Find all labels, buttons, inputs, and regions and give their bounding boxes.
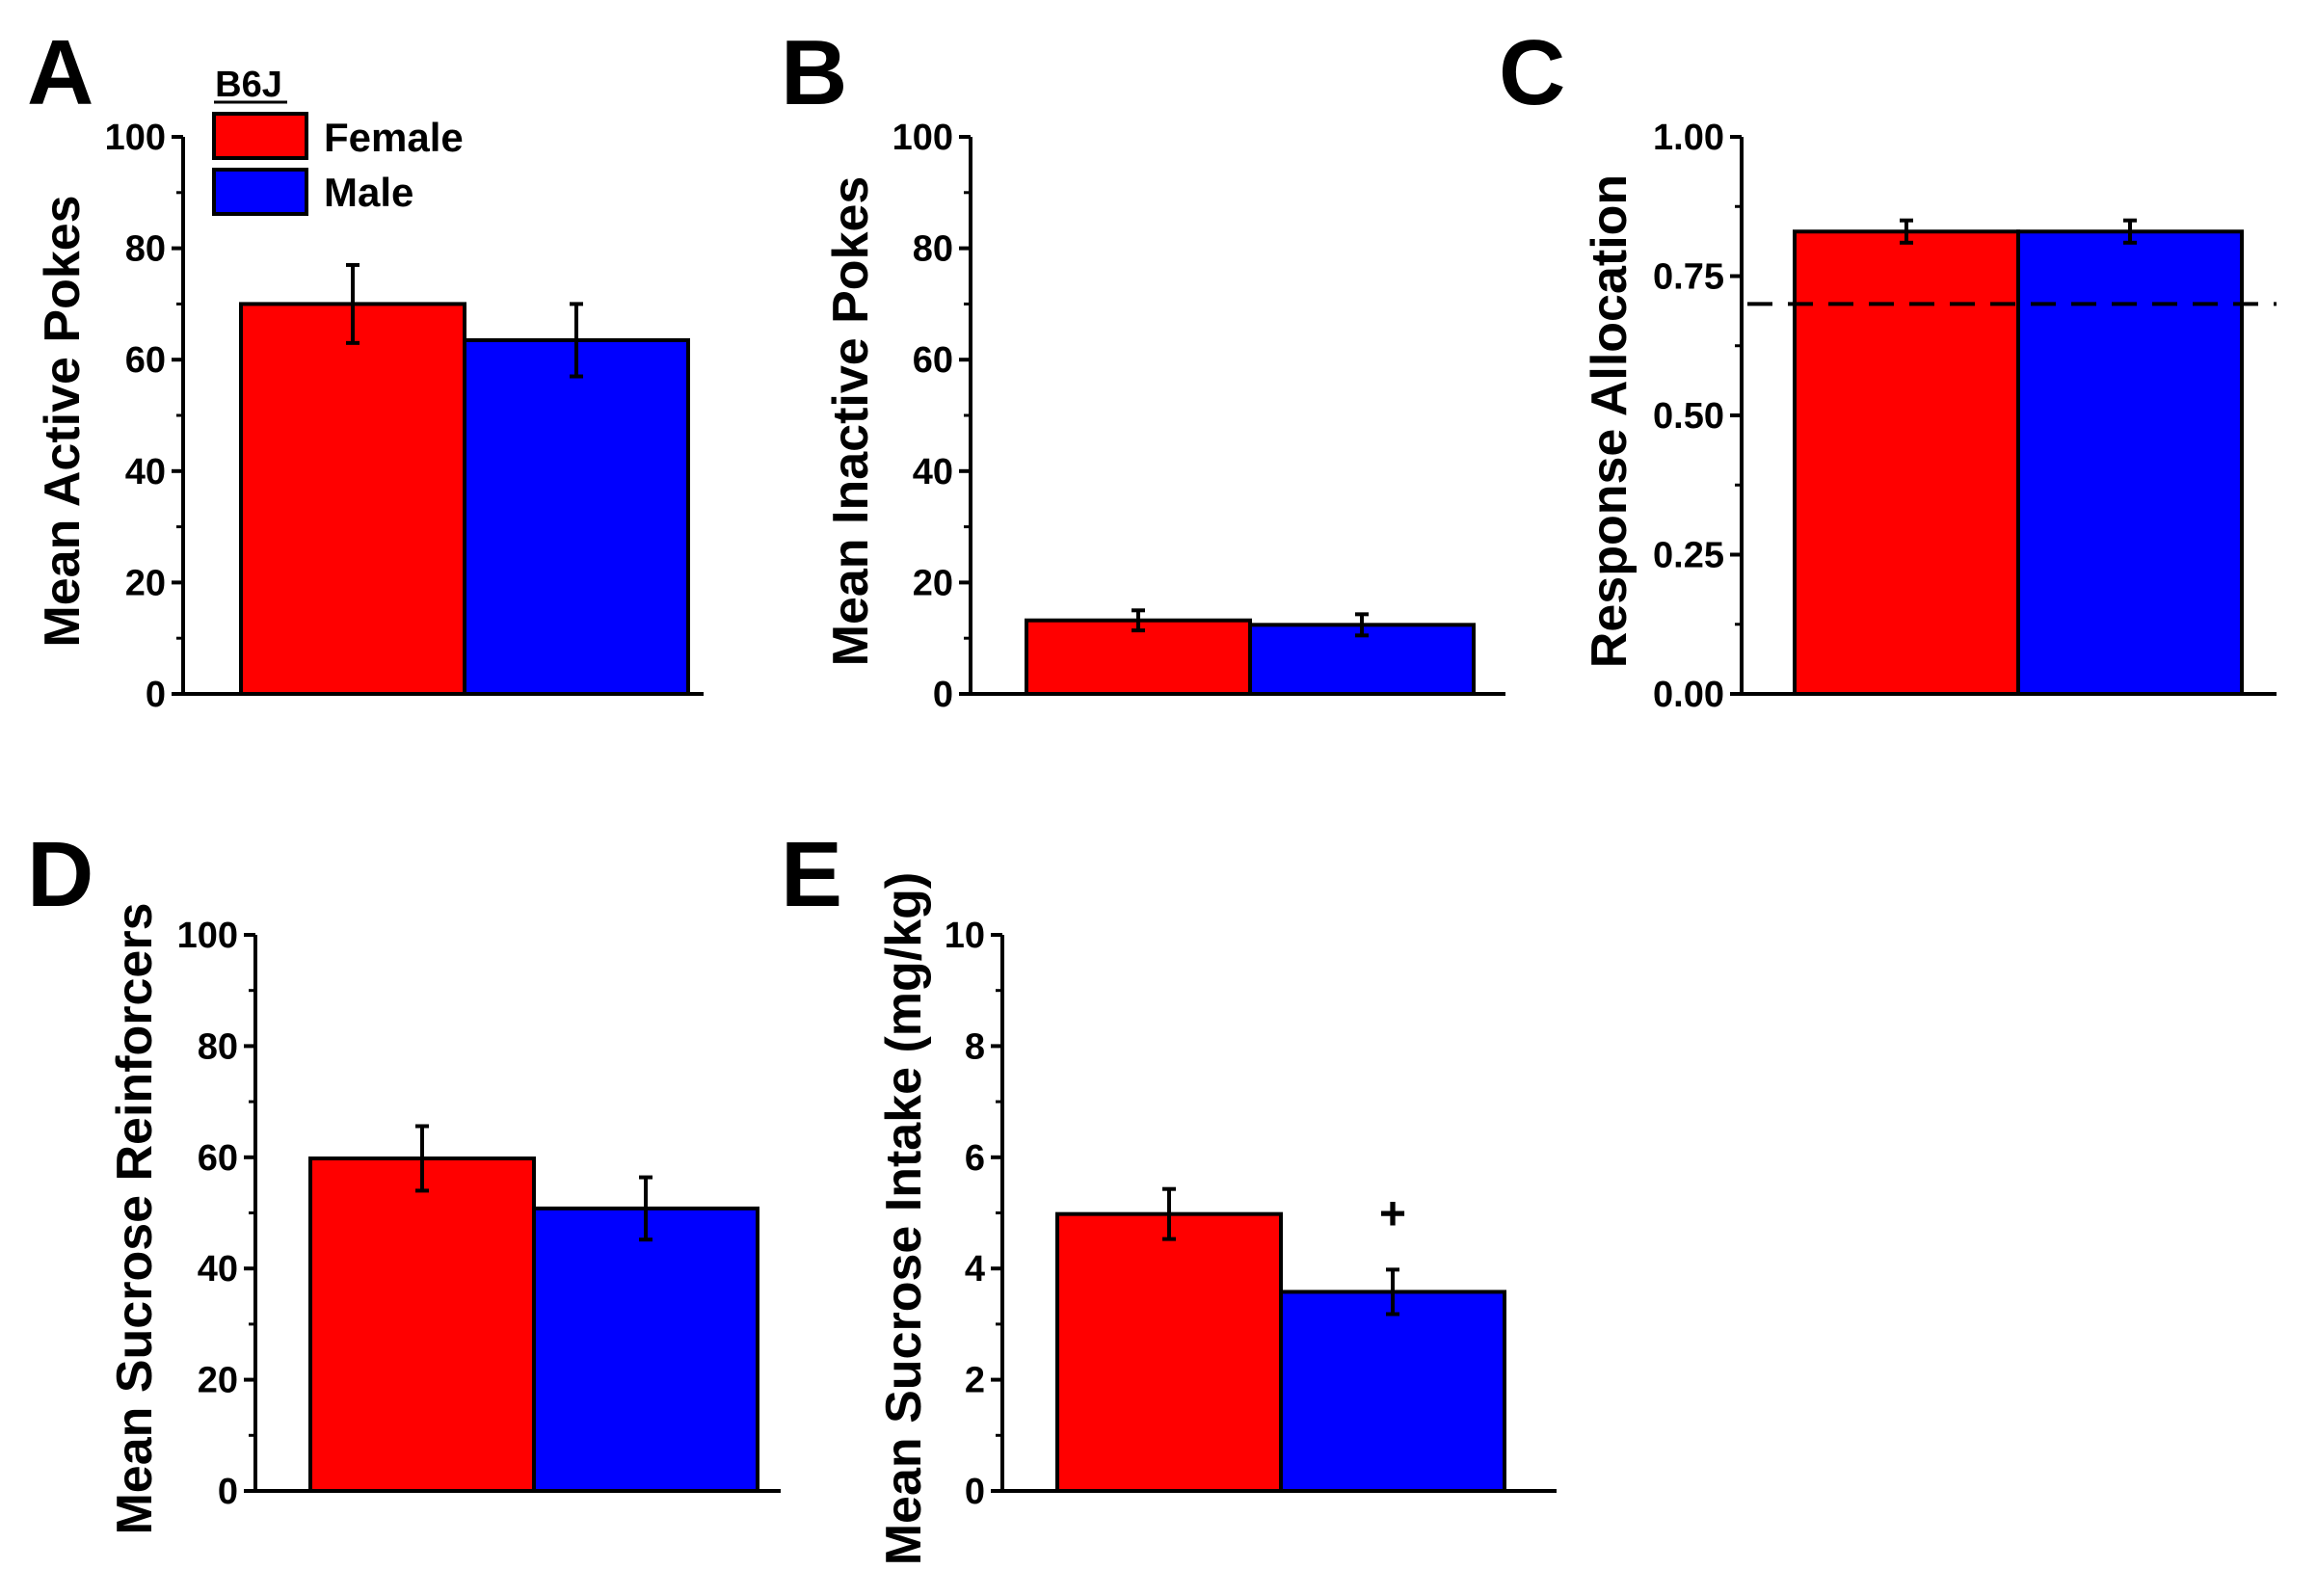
bar-c-male bbox=[2016, 229, 2244, 696]
y-tick-label-e: 0 bbox=[965, 1472, 985, 1512]
legend-label-male: Male bbox=[324, 170, 413, 215]
panel-c: C 0.00 0.25 0.50 0.75 1.00 Response Allocation bbox=[1499, 21, 2277, 715]
y-tick-label-c: 0.50 bbox=[1653, 396, 1724, 437]
y-tick-label-d: 20 bbox=[198, 1361, 238, 1401]
y-tick-label-a: 20 bbox=[125, 563, 166, 603]
error-bar-c-female bbox=[1900, 218, 1913, 245]
error-bar-c-male bbox=[2123, 218, 2137, 245]
y-tick-label-d: 100 bbox=[177, 916, 238, 956]
panel-letter-b: B bbox=[781, 21, 847, 124]
annotation-e: + bbox=[1379, 1188, 1406, 1239]
y-tick-label-e: 10 bbox=[945, 916, 985, 956]
panel-letter-c: C bbox=[1499, 21, 1565, 124]
y-tick-label-c: 0.25 bbox=[1653, 536, 1724, 576]
bar-d-male bbox=[532, 1206, 759, 1494]
panel-letter-e: E bbox=[781, 823, 842, 926]
y-tick-label-b: 80 bbox=[913, 229, 953, 270]
y-tick-label-e: 6 bbox=[965, 1138, 985, 1179]
y-tick-label-d: 0 bbox=[218, 1472, 238, 1512]
y-tick-label-a: 40 bbox=[125, 452, 166, 492]
panel-a: A 0 20 40 60 80 100 Mean Active Pokes bbox=[27, 21, 704, 715]
y-tick-label-c: 0.00 bbox=[1653, 675, 1724, 715]
bar-e-female bbox=[1055, 1211, 1283, 1494]
y-tick-label-e: 2 bbox=[965, 1361, 985, 1401]
y-tick-label-a: 80 bbox=[125, 229, 166, 270]
y-tick-label-a: 60 bbox=[125, 340, 166, 381]
panel-letter-d: D bbox=[27, 823, 93, 926]
y-tick-label-e: 4 bbox=[965, 1249, 985, 1290]
y-tick-label-b: 0 bbox=[933, 675, 953, 715]
error-bar-b-male bbox=[1355, 612, 1369, 638]
error-bar-a-male bbox=[570, 302, 583, 379]
y-tick-label-c: 0.75 bbox=[1653, 257, 1724, 298]
panel-d: D 0 20 40 60 80 100 Mean Sucrose Reinforcers bbox=[27, 823, 781, 1535]
y-tick-label-b: 20 bbox=[913, 563, 953, 603]
y-tick-label-b: 100 bbox=[892, 118, 953, 158]
y-axis-title-a: Mean Active Pokes bbox=[35, 195, 91, 647]
panel-b: B 0 20 40 60 80 100 Mean Inactive Pokes bbox=[781, 21, 1505, 715]
error-bar-a-female bbox=[346, 262, 360, 345]
y-axis-title-c: Response Allocation bbox=[1582, 174, 1638, 668]
y-tick-label-b: 40 bbox=[913, 452, 953, 492]
legend-swatch-female bbox=[212, 112, 308, 160]
bar-e-male bbox=[1279, 1290, 1506, 1493]
panel-letter-a: A bbox=[27, 21, 93, 124]
error-bar-e-female bbox=[1162, 1186, 1176, 1241]
bar-c-female bbox=[1793, 229, 2020, 696]
error-bar-e-male bbox=[1386, 1267, 1399, 1317]
y-tick-label-d: 80 bbox=[198, 1026, 238, 1067]
y-tick-label-e: 8 bbox=[965, 1026, 985, 1067]
y-tick-label-d: 60 bbox=[198, 1138, 238, 1179]
y-tick-label-a: 0 bbox=[146, 675, 166, 715]
error-bar-b-female bbox=[1132, 608, 1145, 633]
legend-label-female: Female bbox=[324, 115, 464, 160]
y-tick-label-b: 60 bbox=[913, 340, 953, 381]
error-bar-d-male bbox=[639, 1175, 652, 1242]
y-axis-title-b: Mean Inactive Pokes bbox=[823, 176, 879, 667]
bar-d-female bbox=[308, 1156, 536, 1493]
error-bar-d-female bbox=[415, 1124, 429, 1193]
y-tick-label-c: 1.00 bbox=[1653, 118, 1724, 158]
bar-a-female bbox=[239, 302, 466, 696]
y-axis-title-e: Mean Sucrose Intake (mg/kg) bbox=[876, 872, 932, 1566]
legend-title: B6J bbox=[215, 65, 282, 105]
y-axis-title-d: Mean Sucrose Reinforcers bbox=[107, 902, 163, 1534]
legend: B6J Female Male bbox=[212, 65, 464, 216]
y-tick-label-a: 100 bbox=[105, 118, 166, 158]
legend-swatch-male bbox=[212, 168, 308, 216]
bar-a-male bbox=[463, 337, 690, 696]
y-tick-label-d: 40 bbox=[198, 1249, 238, 1290]
panel-e: E +0 2 4 6 8 10 Mean Sucrose Intake (mg/kg) bbox=[781, 823, 1557, 1565]
